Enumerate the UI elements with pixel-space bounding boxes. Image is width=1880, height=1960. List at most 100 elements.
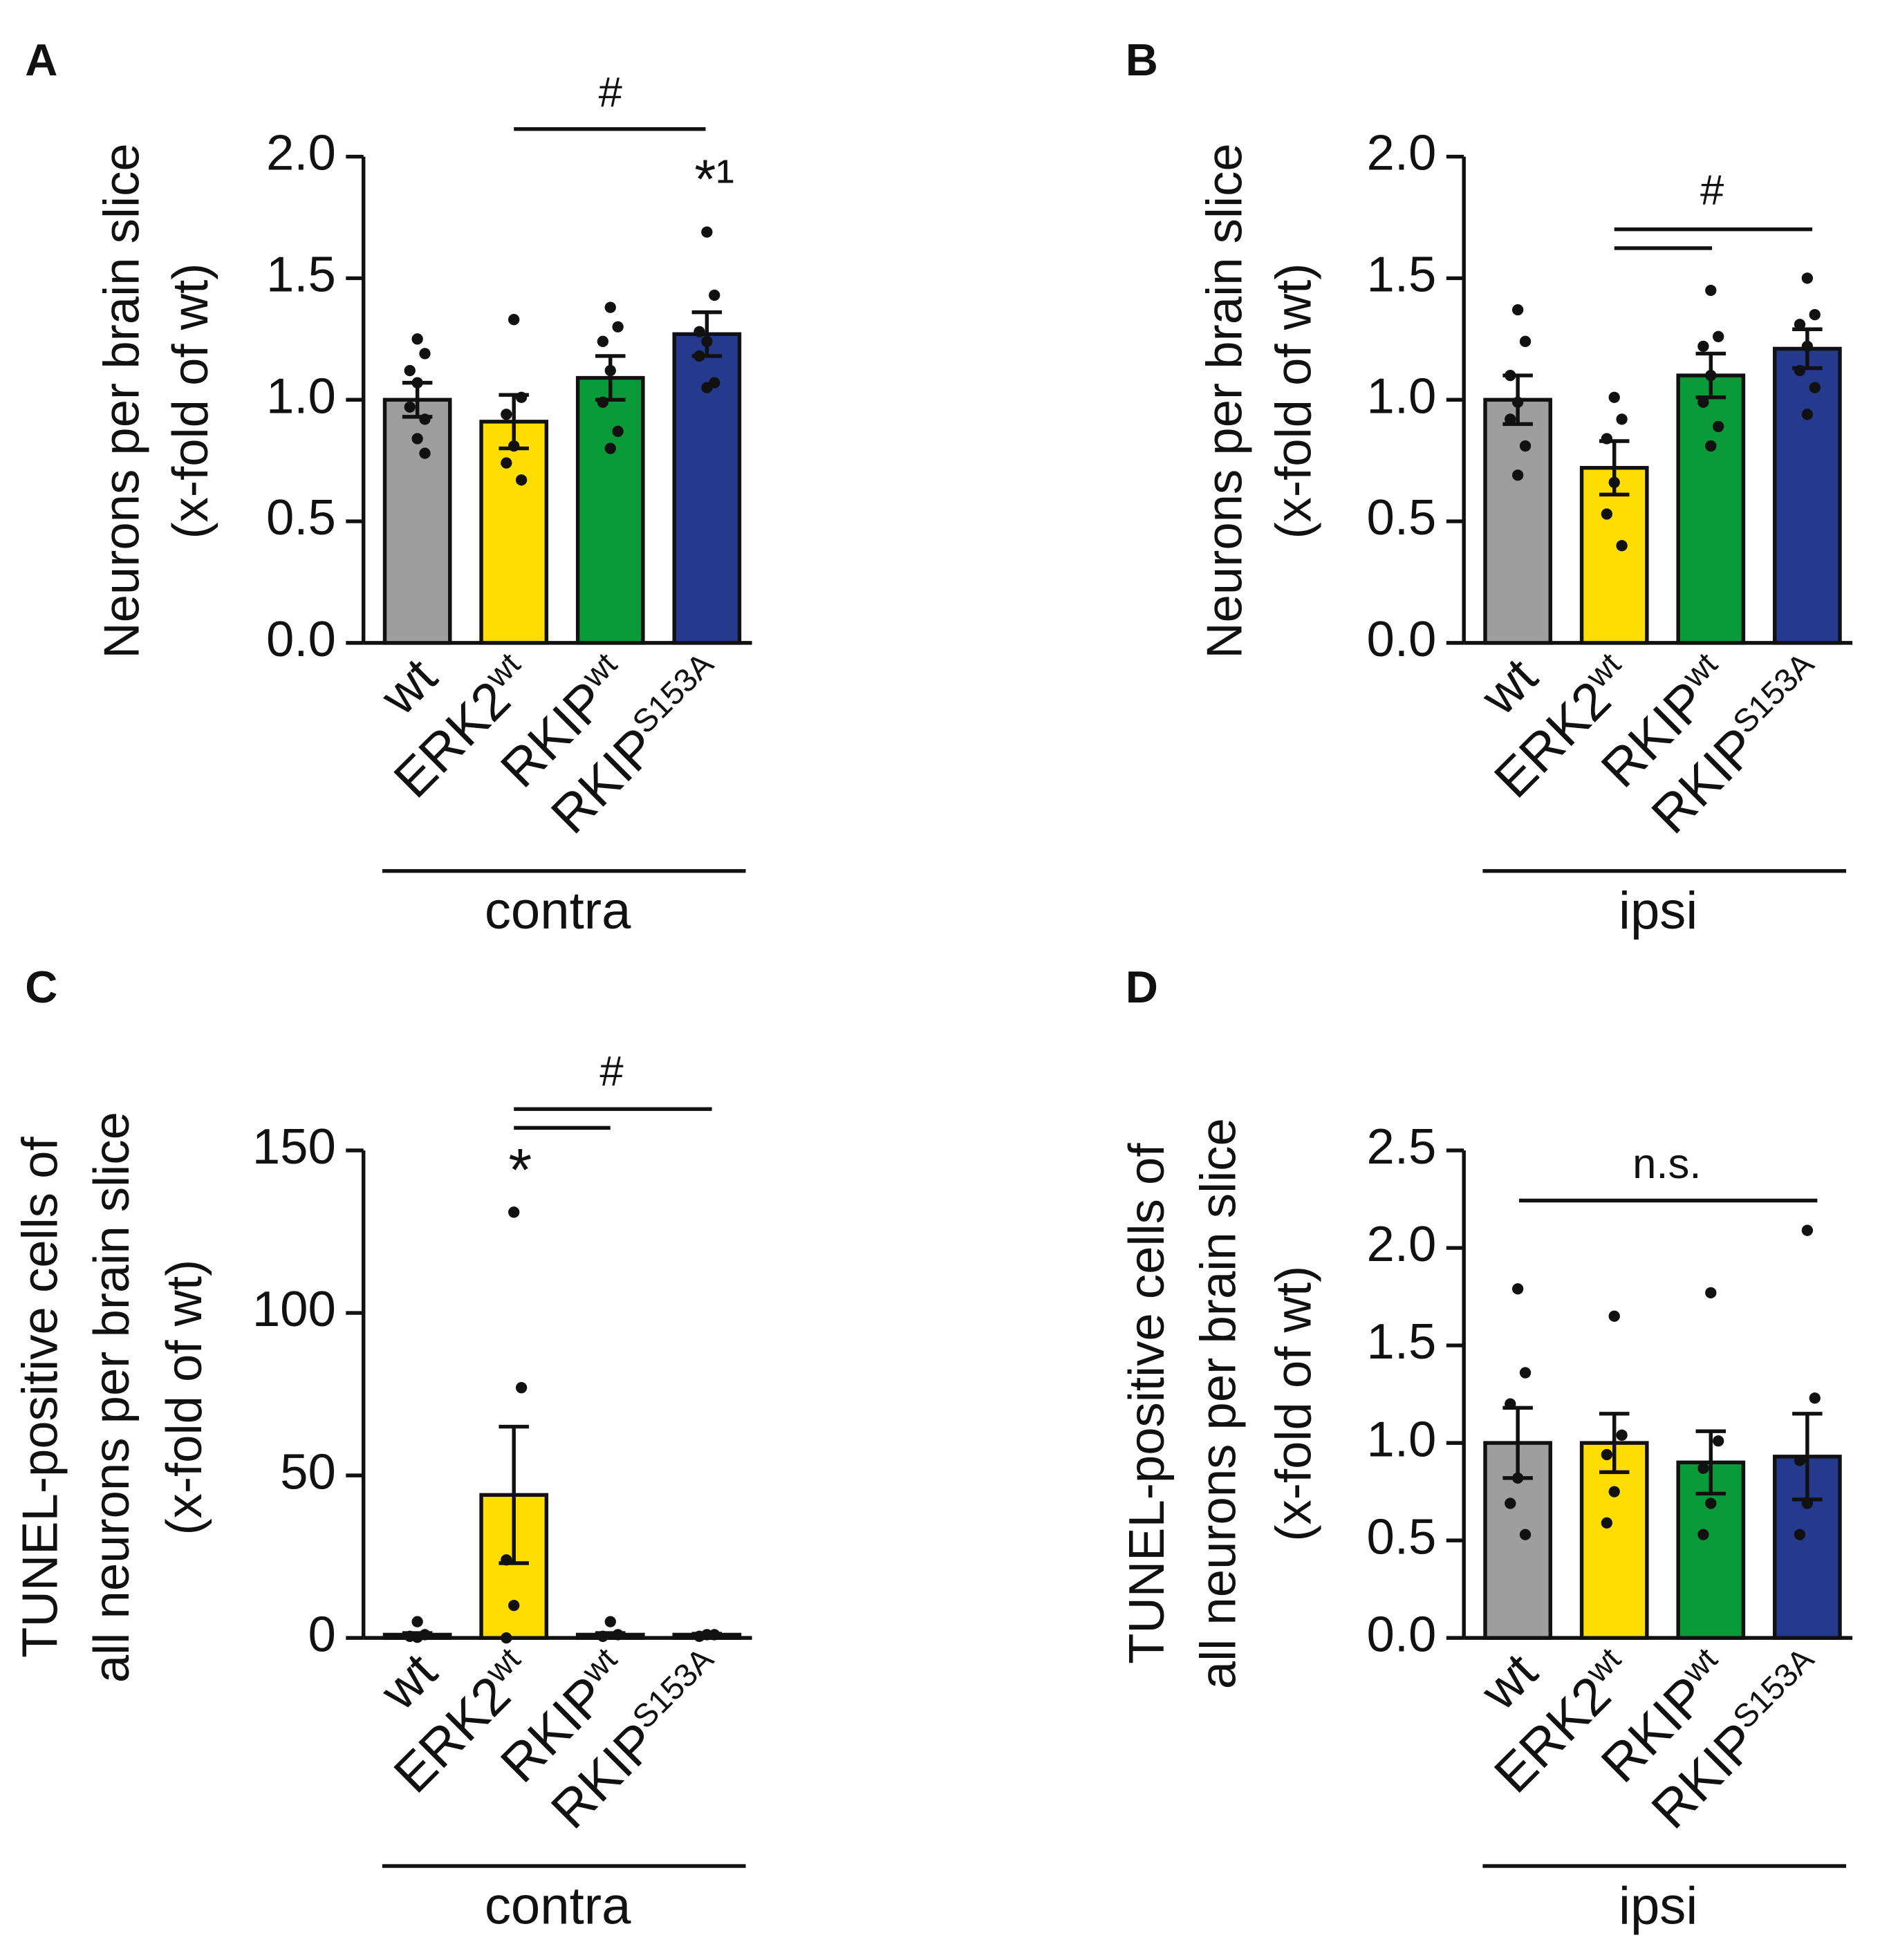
- error-bar: [1599, 1412, 1630, 1475]
- data-point: [411, 1616, 423, 1627]
- y-axis-label: all neurons per brain slice: [84, 1112, 140, 1683]
- error-bar: [1695, 1429, 1727, 1496]
- data-point: [1801, 272, 1814, 284]
- data-point: [1505, 1497, 1516, 1509]
- data-point: [709, 1629, 720, 1641]
- annotation: *: [508, 1137, 532, 1204]
- data-point: [1794, 1529, 1806, 1540]
- data-point: [597, 335, 609, 347]
- data-point: [508, 1599, 520, 1612]
- data-point: [694, 1630, 705, 1642]
- data-point: [1505, 369, 1516, 382]
- y-tick-label: 0.5: [1367, 489, 1437, 545]
- data-point: [1697, 396, 1709, 408]
- data-point: [508, 440, 520, 452]
- data-point: [1713, 1435, 1724, 1447]
- data-point: [1705, 369, 1717, 382]
- data-point: [1519, 335, 1532, 347]
- y-tick-label: 2.5: [1367, 1119, 1437, 1175]
- y-tick-label: 1.0: [1367, 1411, 1437, 1467]
- bar: [1483, 398, 1552, 645]
- data-point: [1616, 1429, 1628, 1441]
- data-point: [701, 335, 713, 347]
- data-point: [694, 326, 705, 337]
- bar: [672, 332, 742, 645]
- data-point: [411, 333, 423, 345]
- y-axis-label: TUNEL-positive cells of: [1119, 1143, 1175, 1664]
- annotation: #: [599, 1047, 623, 1095]
- y-axis-label: Neurons per brain slice: [93, 143, 149, 659]
- data-point: [1697, 1462, 1709, 1474]
- bar: [479, 420, 549, 645]
- annotation: *¹: [694, 148, 734, 209]
- data-point: [1601, 508, 1612, 520]
- data-point: [404, 364, 416, 377]
- data-point: [1608, 1486, 1620, 1497]
- data-point: [1801, 1497, 1814, 1509]
- y-axis-label: (x-fold of wt): [156, 1260, 212, 1536]
- data-point: [1801, 340, 1814, 353]
- data-point: [508, 314, 520, 326]
- data-point: [604, 364, 616, 377]
- data-point: [411, 433, 423, 445]
- data-point: [701, 382, 713, 393]
- data-point: [612, 425, 624, 438]
- annotation: n.s.: [1632, 1140, 1701, 1188]
- y-tick-label: 0.0: [1367, 1606, 1437, 1662]
- data-point: [515, 474, 528, 486]
- data-point: [411, 1632, 423, 1643]
- data-point: [1608, 391, 1620, 403]
- data-point: [1801, 409, 1814, 420]
- y-tick-label: 0.0: [266, 611, 336, 667]
- data-point: [1511, 1472, 1524, 1484]
- data-point: [404, 401, 416, 413]
- data-point: [501, 409, 512, 420]
- data-point: [1809, 1392, 1821, 1404]
- data-point: [1801, 1224, 1814, 1236]
- panel-letter: B: [1126, 35, 1158, 85]
- y-tick-label: 1.0: [1367, 368, 1437, 424]
- data-point: [1608, 1310, 1620, 1322]
- data-point: [501, 1632, 512, 1644]
- data-point: [709, 289, 720, 301]
- data-point: [1705, 440, 1717, 452]
- data-point: [1705, 284, 1717, 297]
- category-superscript: S153A: [1726, 1640, 1821, 1735]
- y-axis-label: (x-fold of wt): [162, 263, 218, 539]
- data-point: [1511, 469, 1524, 481]
- data-point: [501, 1554, 512, 1566]
- data-point: [1511, 396, 1524, 408]
- data-point: [515, 1382, 528, 1394]
- panel-letter: D: [1126, 962, 1158, 1012]
- annotation: #: [1700, 166, 1724, 214]
- data-point: [694, 350, 705, 362]
- data-point: [515, 391, 528, 403]
- category-superscript: S153A: [625, 645, 720, 740]
- data-point: [612, 321, 624, 333]
- bar: [1676, 373, 1746, 645]
- panel-letter: C: [25, 962, 57, 1012]
- y-tick-label: 0.5: [266, 489, 336, 545]
- data-point: [1705, 1497, 1717, 1509]
- category-superscript: S153A: [625, 1640, 720, 1735]
- data-point: [1519, 1529, 1532, 1540]
- data-point: [1794, 319, 1806, 330]
- data-point: [1794, 364, 1806, 377]
- data-point: [1697, 340, 1709, 353]
- y-axis-label: TUNEL-positive cells of: [12, 1137, 68, 1658]
- y-tick-label: 1.0: [266, 368, 336, 424]
- data-point: [1705, 1287, 1717, 1299]
- y-axis-label: Neurons per brain slice: [1197, 143, 1253, 658]
- data-point: [1505, 413, 1516, 425]
- data-point: [1519, 1367, 1532, 1379]
- y-tick-label: 0: [308, 1606, 335, 1662]
- data-point: [1697, 1529, 1709, 1540]
- y-tick-label: 2.0: [1367, 1216, 1437, 1272]
- panel-letter: A: [25, 35, 57, 85]
- data-point: [1519, 440, 1532, 452]
- data-point: [604, 442, 616, 454]
- data-point: [1511, 1283, 1524, 1295]
- group-label: contra: [485, 1876, 631, 1935]
- data-point: [1713, 330, 1724, 342]
